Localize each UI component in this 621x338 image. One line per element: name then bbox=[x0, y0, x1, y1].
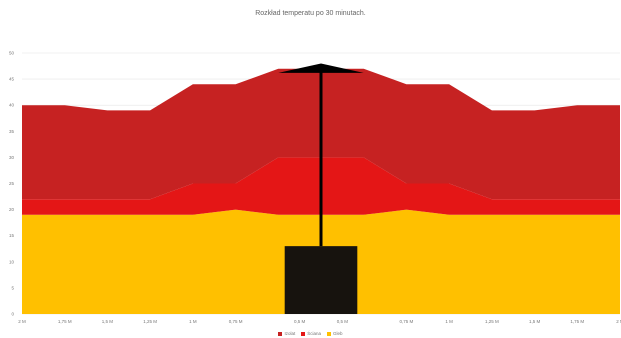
y-tick-label: 40 bbox=[9, 103, 15, 108]
y-tick-label: 50 bbox=[9, 51, 15, 56]
x-tick-label: 1 M bbox=[445, 319, 453, 324]
legend-label: Ściana bbox=[307, 331, 321, 336]
y-tick-label: 10 bbox=[9, 259, 15, 264]
base-block bbox=[284, 246, 358, 314]
legend-label: Gleb bbox=[333, 331, 343, 336]
x-tick-label: 1 M bbox=[189, 319, 197, 324]
x-axis: 2 M 1,75 M 1,5 M 1,25 M 1 M 0,75 M 0,5 M 0,5 M 0… bbox=[18, 319, 621, 324]
post-cap bbox=[278, 63, 364, 73]
y-tick-label: 35 bbox=[9, 129, 15, 134]
chart-title: Rozkład temperatu po 30 minutach. bbox=[255, 10, 366, 17]
y-tick-label: 5 bbox=[11, 285, 14, 290]
x-tick-label: 0,75 M bbox=[229, 319, 243, 324]
legend-label: Izolat bbox=[284, 331, 296, 336]
x-tick-label: 2 M bbox=[18, 319, 26, 324]
legend-item: Izolat bbox=[278, 331, 295, 336]
legend-item: Gleb bbox=[327, 331, 343, 336]
x-tick-label: 1,5 M bbox=[102, 319, 114, 324]
x-tick-label: 0,5 M bbox=[294, 319, 306, 324]
y-tick-label: 45 bbox=[9, 77, 15, 82]
y-axis: 0 5 10 15 20 25 30 35 40 45 50 bbox=[9, 51, 15, 317]
x-tick-label: 1,25 M bbox=[143, 319, 157, 324]
legend-item: Ściana bbox=[301, 331, 321, 336]
x-tick-label: 1,75 M bbox=[58, 319, 72, 324]
y-tick-label: 15 bbox=[9, 233, 15, 238]
x-tick-label: 1,25 M bbox=[485, 319, 499, 324]
x-tick-label: 2 M bbox=[616, 319, 621, 324]
y-tick-label: 20 bbox=[9, 207, 15, 212]
x-tick-label: 0,5 M bbox=[337, 319, 349, 324]
structure-overlay bbox=[278, 63, 364, 314]
x-tick-label: 1,5 M bbox=[529, 319, 541, 324]
legend-swatch bbox=[301, 332, 306, 336]
y-tick-label: 25 bbox=[9, 181, 15, 186]
legend-swatch bbox=[278, 332, 283, 336]
legend: Izolat Ściana Gleb bbox=[0, 331, 621, 336]
legend-swatch bbox=[327, 332, 331, 336]
x-tick-label: 1,75 M bbox=[570, 319, 584, 324]
y-tick-label: 0 bbox=[11, 312, 14, 317]
y-tick-label: 30 bbox=[9, 155, 15, 160]
x-tick-label: 0,75 M bbox=[400, 319, 414, 324]
